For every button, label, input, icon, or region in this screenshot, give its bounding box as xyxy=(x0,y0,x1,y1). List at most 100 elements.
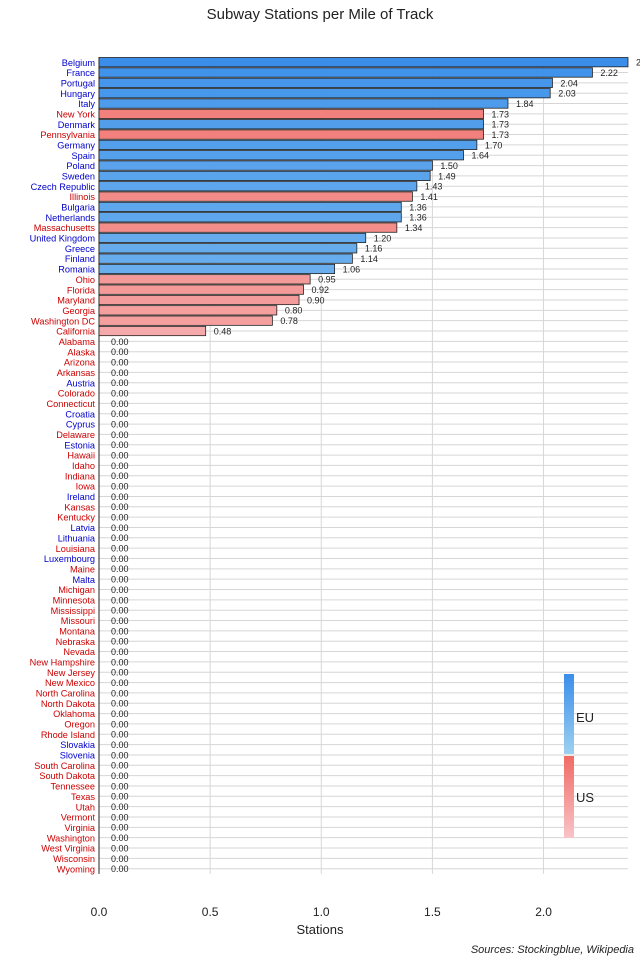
chart-title: Subway Stations per Mile of Track xyxy=(206,6,434,23)
bar xyxy=(98,212,402,223)
sources-note: Sources: Stockingblue, Wikipedia xyxy=(470,944,634,956)
value-label: 1.20 xyxy=(374,233,392,243)
category-label: Luxembourg xyxy=(44,554,95,564)
category-label: Ohio xyxy=(76,275,95,285)
category-label: Missouri xyxy=(61,616,95,626)
category-label: Maine xyxy=(70,564,95,574)
value-label: 0.00 xyxy=(111,678,129,688)
x-tick-label: 1.0 xyxy=(313,905,330,919)
legend: EU US xyxy=(564,674,624,840)
category-label: Michigan xyxy=(58,585,95,595)
category-label: Nebraska xyxy=(56,637,96,647)
value-label: 0.00 xyxy=(111,388,129,398)
x-tick-label: 0.5 xyxy=(202,905,219,919)
value-label: 0.00 xyxy=(111,337,129,347)
category-label: Indiana xyxy=(65,471,96,481)
bars xyxy=(98,57,629,337)
category-label: West Virginia xyxy=(41,844,96,854)
bar xyxy=(98,150,464,161)
category-label: Minnesota xyxy=(53,595,96,605)
bar xyxy=(98,284,304,295)
category-label: Florida xyxy=(67,285,96,295)
category-label: Oklahoma xyxy=(53,709,96,719)
category-label: Georgia xyxy=(62,306,96,316)
x-tick-label: 2.0 xyxy=(535,905,552,919)
value-label: 0.00 xyxy=(111,523,129,533)
value-label: 0.00 xyxy=(111,647,129,657)
value-label: 0.00 xyxy=(111,502,129,512)
bar xyxy=(98,108,484,119)
value-label: 0.00 xyxy=(111,792,129,802)
bar xyxy=(98,98,509,109)
bar xyxy=(98,263,336,275)
value-label: 0.00 xyxy=(111,399,129,409)
category-label: Louisiana xyxy=(56,544,96,554)
value-label: 1.73 xyxy=(492,120,510,130)
category-label: Mississippi xyxy=(51,606,95,616)
value-label: 0.00 xyxy=(111,575,129,585)
value-label: 0.90 xyxy=(307,295,325,305)
category-label: Washington DC xyxy=(31,316,95,326)
value-label: 0.00 xyxy=(111,461,129,471)
category-label: Pennsylvania xyxy=(40,130,96,140)
value-labels: 2.382.222.042.031.841.731.731.731.701.64… xyxy=(111,58,640,875)
value-label: 0.00 xyxy=(111,368,129,378)
value-label: 0.92 xyxy=(311,285,329,295)
x-tick-label: 0.0 xyxy=(91,905,108,919)
category-label: Massachusetts xyxy=(34,223,96,233)
category-label: Texas xyxy=(71,792,95,802)
value-label: 0.00 xyxy=(111,781,129,791)
category-label: Belgium xyxy=(62,58,96,68)
value-label: 0.00 xyxy=(111,699,129,709)
value-label: 0.78 xyxy=(280,316,298,326)
category-label: Hawaii xyxy=(67,451,95,461)
bar xyxy=(98,170,431,181)
category-label: Kentucky xyxy=(57,513,95,523)
bar xyxy=(98,129,484,140)
bar xyxy=(98,305,278,316)
category-label: Spain xyxy=(72,151,96,161)
category-label: Croatia xyxy=(65,409,96,419)
value-label: 0.00 xyxy=(111,750,129,760)
bar xyxy=(98,315,273,326)
category-label: Tennessee xyxy=(51,782,95,792)
category-label: Hungary xyxy=(60,89,95,99)
value-label: 1.50 xyxy=(440,161,458,171)
legend-swatch-us xyxy=(564,756,574,838)
value-label: 1.14 xyxy=(360,254,378,264)
category-label: Bulgaria xyxy=(61,203,96,213)
value-label: 0.00 xyxy=(111,812,129,822)
value-label: 0.00 xyxy=(111,730,129,740)
value-label: 0.00 xyxy=(111,864,129,874)
value-label: 0.00 xyxy=(111,482,129,492)
value-label: 0.00 xyxy=(111,771,129,781)
category-label: Colorado xyxy=(58,389,95,399)
x-axis-label: Stations xyxy=(297,922,344,937)
value-label: 0.00 xyxy=(111,657,129,667)
category-label: Alabama xyxy=(59,337,96,347)
bar xyxy=(98,181,418,192)
bar xyxy=(98,139,478,150)
value-label: 0.00 xyxy=(111,637,129,647)
category-label: New Mexico xyxy=(45,678,95,688)
category-label: Lithuania xyxy=(58,533,96,543)
value-label: 2.38 xyxy=(636,58,640,68)
value-label: 2.04 xyxy=(560,78,578,88)
value-label: 0.00 xyxy=(111,833,129,843)
value-label: 0.95 xyxy=(318,275,336,285)
category-label: New Jersey xyxy=(47,668,95,678)
category-label: Kansas xyxy=(64,502,95,512)
value-label: 1.73 xyxy=(492,130,510,140)
value-label: 0.00 xyxy=(111,347,129,357)
value-label: 0.80 xyxy=(285,306,303,316)
category-label: Maryland xyxy=(57,296,95,306)
value-label: 1.84 xyxy=(516,99,534,109)
category-label: Wyoming xyxy=(57,864,95,874)
value-label: 0.00 xyxy=(111,357,129,367)
value-label: 0.00 xyxy=(111,471,129,481)
value-label: 0.00 xyxy=(111,606,129,616)
value-label: 0.00 xyxy=(111,378,129,388)
category-label: North Dakota xyxy=(41,699,96,709)
